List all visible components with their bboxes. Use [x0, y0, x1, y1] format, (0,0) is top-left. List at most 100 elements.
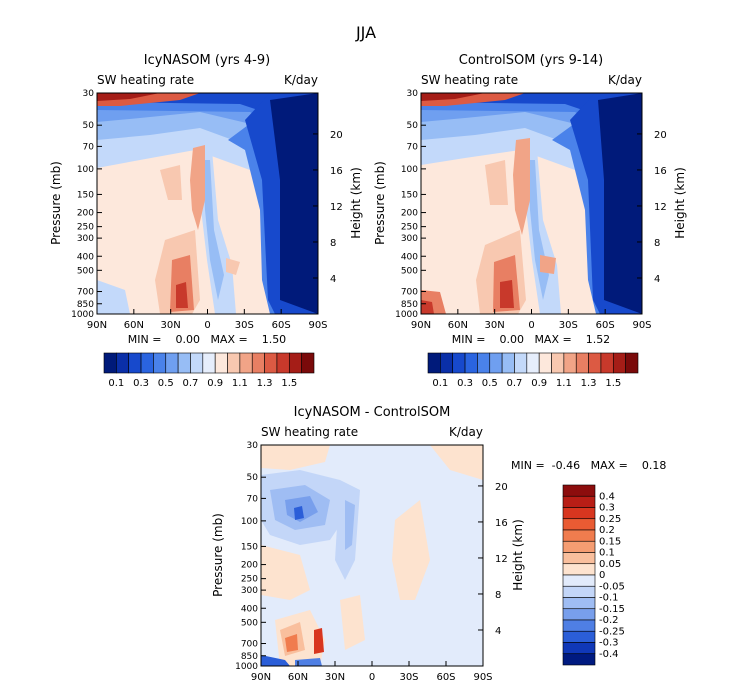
x-tick-label: 90S [473, 672, 492, 683]
y-tick-label: 250 [77, 223, 94, 233]
color-cell [261, 545, 310, 600]
colorbar-label: 1.1 [232, 378, 248, 389]
y2-tick-label: 16 [654, 166, 667, 177]
y-tick-label: 700 [77, 288, 94, 298]
color-cell [345, 500, 355, 550]
colorbar-box [612, 352, 626, 374]
panel-title: IcyNASOM - ControlSOM [294, 405, 451, 420]
y-tick-label: 150 [401, 190, 418, 200]
colorbar-label: 0.1 [432, 378, 448, 389]
color-cell [314, 628, 324, 654]
y-tick-label: 70 [83, 142, 95, 152]
colorbar-box [551, 352, 565, 374]
color-cell [540, 255, 556, 274]
color-cell [226, 258, 240, 275]
color-cell [160, 165, 182, 200]
y-tick-label: 150 [77, 190, 94, 200]
color-cell [294, 506, 304, 520]
colorbar-box [588, 352, 602, 374]
x-tick-label: 90N [251, 672, 271, 683]
y2-tick-label: 4 [330, 274, 336, 285]
color-cell [97, 93, 160, 101]
x-tick-label: 30N [325, 672, 345, 683]
colorbar-box [264, 352, 278, 374]
y2-axis-label: Height (km) [673, 167, 687, 238]
y-tick-label: 500 [241, 618, 258, 628]
colorbar-label: 0.4 [599, 491, 615, 502]
y-tick-label: 100 [241, 517, 258, 527]
y-tick-label: 50 [247, 473, 259, 483]
contour-field [421, 93, 642, 314]
y2-tick-label: 16 [330, 166, 343, 177]
y2-tick-label: 20 [495, 482, 508, 493]
colorbar-box [501, 352, 515, 374]
colorbar: 0.1 0.3 0.5 0.7 0.9 1.1 1.3 1.5 [103, 352, 315, 389]
color-cell [598, 93, 642, 314]
colorbar-box [600, 352, 614, 374]
colorbar-box [562, 653, 596, 666]
panel-title: IcyNASOM (yrs 4-9) [144, 53, 270, 68]
contour-field [261, 445, 483, 666]
x-tick-label: 0 [204, 320, 210, 331]
x-tick-label: 60N [448, 320, 468, 331]
variable-label: SW heating rate [261, 425, 358, 439]
x-tick-label: 60N [288, 672, 308, 683]
y2-tick-label: 12 [330, 202, 343, 213]
y-tick-label: 1000 [395, 310, 418, 320]
colorbar-box [477, 352, 491, 374]
y-axis-label: Pressure (mb) [49, 161, 63, 245]
y-tick-label: 70 [247, 494, 259, 504]
colorbar-box [562, 563, 596, 576]
y-tick-label: 70 [407, 142, 419, 152]
y2-tick-label: 4 [654, 274, 660, 285]
colorbar-label: 0.3 [599, 503, 615, 514]
color-cell [261, 655, 290, 666]
color-cell [190, 145, 205, 230]
y-tick-label: 850 [77, 300, 94, 310]
colorbar-box [227, 352, 241, 374]
colorbar-label: 0 [599, 570, 605, 581]
color-cell [270, 93, 318, 314]
y-tick-label: 300 [401, 234, 418, 244]
x-tick-label: 90S [308, 320, 327, 331]
panel-difference: IcyNASOM - ControlSOM SW heating rate K/… [211, 405, 666, 683]
colorbar-label: -0.3 [599, 638, 619, 649]
y-tick-label: 300 [77, 234, 94, 244]
colorbar-box [562, 585, 596, 598]
colorbar-box [103, 352, 117, 374]
x-tick-label: 60S [272, 320, 291, 331]
colorbar-label: -0.05 [599, 581, 625, 592]
y2-axis-label: Height (km) [349, 167, 363, 238]
y2-tick-label: 20 [330, 130, 343, 141]
colorbar-label: 1.3 [581, 378, 597, 389]
y2-tick-label: 12 [495, 554, 508, 565]
y-tick-label: 100 [77, 165, 94, 175]
x-tick-label: 30N [485, 320, 505, 331]
colorbar-box [116, 352, 130, 374]
x-tick-label: 90N [411, 320, 431, 331]
color-cell [485, 160, 508, 205]
colorbar-label: -0.4 [599, 649, 619, 660]
colorbar-box [202, 352, 216, 374]
y2-tick-label: 8 [330, 238, 336, 249]
colorbar-box [562, 507, 596, 520]
variable-label: SW heating rate [97, 73, 194, 87]
colorbar-label: 0.5 [158, 378, 174, 389]
color-cell [295, 658, 322, 666]
colorbar-label: 0.3 [457, 378, 473, 389]
colorbar-box [276, 352, 290, 374]
panel-icynasom: IcyNASOM (yrs 4-9) SW heating rate K/day [49, 53, 363, 389]
colorbar-box [562, 608, 596, 621]
colorbar-box [562, 642, 596, 655]
colorbar-box [239, 352, 253, 374]
y-tick-label: 1000 [71, 310, 94, 320]
y2-tick-label: 8 [654, 238, 660, 249]
y-tick-label: 30 [247, 441, 259, 451]
color-cell [500, 280, 514, 308]
color-cell [392, 500, 430, 600]
min-max-text: MIN = 0.00 MAX = 1.50 [128, 333, 286, 346]
colorbar-box [562, 495, 596, 508]
